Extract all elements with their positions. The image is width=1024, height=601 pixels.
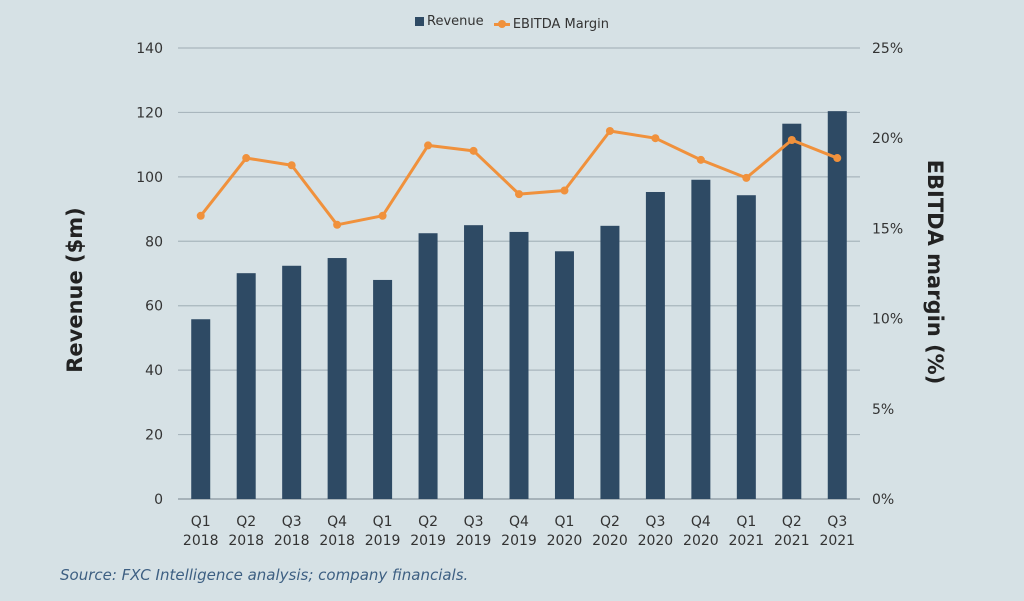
x-tick-label: Q1 <box>373 514 393 530</box>
bar-q4-2020 <box>691 179 711 500</box>
bar-q2-2018 <box>236 273 256 499</box>
x-tick-label: Q2 <box>418 514 438 530</box>
source-note: Source: FXC Intelligence analysis; compa… <box>60 566 469 584</box>
ebitda-point-q2-2019 <box>424 141 433 150</box>
bar-q4-2018 <box>327 258 347 499</box>
x-tick-label: 2018 <box>319 533 355 549</box>
ebitda-point-q4-2019 <box>515 190 523 199</box>
x-tick-label: Q3 <box>464 514 484 530</box>
x-tick-label: Q4 <box>691 514 711 530</box>
x-tick-label: Q1 <box>191 514 211 530</box>
x-tick-label: 2021 <box>774 533 810 549</box>
x-tick-label: 2020 <box>547 533 583 549</box>
bar-q3-2020 <box>645 191 665 499</box>
x-tick-label: Q4 <box>509 514 529 530</box>
x-tick-label: Q3 <box>827 514 847 530</box>
x-tick-label: Q2 <box>600 514 620 530</box>
bar-q3-2021 <box>827 111 847 499</box>
bar-q2-2019 <box>418 233 438 499</box>
x-tick-label: 2021 <box>729 533 765 549</box>
x-tick-label: Q3 <box>282 514 302 530</box>
x-tick-label: Q1 <box>554 514 574 530</box>
bar-q4-2019 <box>509 231 529 499</box>
bar-q2-2020 <box>600 225 620 499</box>
x-tick-label: Q1 <box>736 514 756 530</box>
y-tick-label: 80 <box>145 234 163 250</box>
ebitda-point-q1-2021 <box>742 173 751 182</box>
bar-q1-2020 <box>554 251 574 499</box>
y2-tick-label: 10% <box>872 312 903 328</box>
x-tick-label: 2019 <box>456 533 492 549</box>
x-tick-label: 2018 <box>228 533 264 549</box>
x-tick-label: Q2 <box>782 514 802 530</box>
bar-q3-2019 <box>464 225 484 499</box>
ebitda-point-q1-2018 <box>196 211 205 220</box>
y-axis-title: Revenue ($m) <box>63 207 87 373</box>
bar-q1-2018 <box>191 319 211 499</box>
ebitda-point-q3-2018 <box>287 161 296 170</box>
ebitda-point-q2-2020 <box>605 126 614 135</box>
ebitda-point-q4-2020 <box>696 155 705 164</box>
bar-q3-2018 <box>282 265 302 499</box>
y2-tick-label: 0% <box>872 492 894 508</box>
ebitda-point-q1-2020 <box>560 186 569 195</box>
bar-q2-2021 <box>782 123 802 499</box>
bar-q1-2019 <box>373 279 393 499</box>
y2-tick-label: 20% <box>872 131 903 147</box>
x-tick-label: 2018 <box>183 533 219 549</box>
x-tick-label: 2021 <box>819 533 855 549</box>
x-tick-label: 2019 <box>501 533 537 549</box>
legend-revenue-label: Revenue <box>427 14 484 29</box>
x-tick-label: 2019 <box>365 533 401 549</box>
legend-revenue: Revenue <box>415 14 484 29</box>
legend-ebitda-label: EBITDA Margin <box>512 17 609 32</box>
ebitda-point-q2-2018 <box>242 154 251 163</box>
y2-axis-title: EBITDA margin (%) <box>923 160 947 385</box>
x-tick-label: Q2 <box>236 514 256 530</box>
y2-tick-label: 25% <box>872 41 903 57</box>
ebitda-point-q2-2021 <box>787 136 796 145</box>
x-tick-label: 2020 <box>683 533 719 549</box>
ebitda-point-q3-2021 <box>833 154 842 163</box>
revenue-swatch <box>415 17 425 26</box>
x-tick-label: Q4 <box>327 514 347 530</box>
y-tick-label: 140 <box>136 41 163 57</box>
y-tick-label: 100 <box>136 170 163 186</box>
legend: Revenue EBITDA Margin <box>0 14 1024 32</box>
ebitda-swatch <box>493 20 510 28</box>
y2-tick-label: 5% <box>872 402 894 418</box>
x-tick-label: Q3 <box>645 514 665 530</box>
ebitda-point-q1-2019 <box>378 211 387 220</box>
ebitda-point-q3-2020 <box>651 134 660 143</box>
y-tick-label: 60 <box>145 299 163 315</box>
ebitda-point-q4-2018 <box>333 220 342 229</box>
y-tick-label: 40 <box>145 363 163 379</box>
y-tick-label: 120 <box>136 105 163 121</box>
legend-ebitda: EBITDA Margin <box>493 17 609 32</box>
y-tick-label: 0 <box>154 492 163 508</box>
x-tick-label: 2020 <box>638 533 674 549</box>
x-tick-label: 2018 <box>274 533 310 549</box>
bar-q1-2021 <box>736 195 756 499</box>
ebitda-point-q3-2019 <box>469 146 478 155</box>
x-tick-label: 2019 <box>410 533 446 549</box>
y2-tick-label: 15% <box>872 221 903 237</box>
x-tick-label: 2020 <box>592 533 628 549</box>
y-tick-label: 20 <box>145 428 163 444</box>
